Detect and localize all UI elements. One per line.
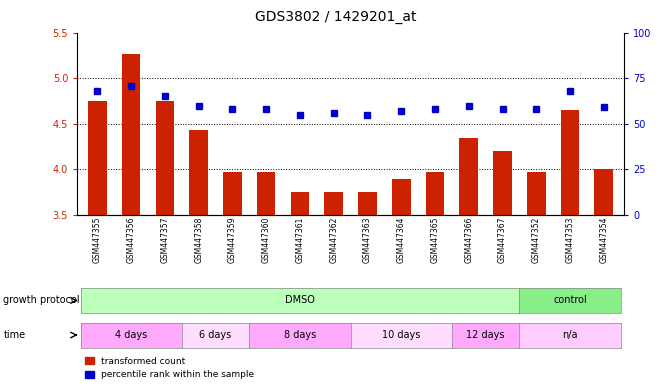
Text: n/a: n/a [562,330,578,340]
Bar [493,151,512,215]
Bar [122,54,140,215]
Bar [223,172,242,215]
Bar [358,192,376,215]
Bar [561,110,579,215]
Bar [325,192,343,215]
Text: GDS3802 / 1429201_at: GDS3802 / 1429201_at [255,10,416,23]
Text: 12 days: 12 days [466,330,505,340]
Text: 4 days: 4 days [115,330,148,340]
Bar [257,172,276,215]
Text: 6 days: 6 days [199,330,231,340]
Bar [595,169,613,215]
Bar [425,172,444,215]
Bar [291,192,309,215]
Text: time: time [3,330,25,340]
Bar [156,101,174,215]
Bar [189,130,208,215]
Bar [460,137,478,215]
Legend: transformed count, percentile rank within the sample: transformed count, percentile rank withi… [85,357,254,379]
Text: DMSO: DMSO [285,295,315,306]
Text: 10 days: 10 days [382,330,421,340]
Text: growth protocol: growth protocol [3,295,80,306]
Bar [88,101,107,215]
Bar [392,179,411,215]
Text: 8 days: 8 days [284,330,316,340]
Bar [527,172,546,215]
Text: control: control [553,295,587,306]
